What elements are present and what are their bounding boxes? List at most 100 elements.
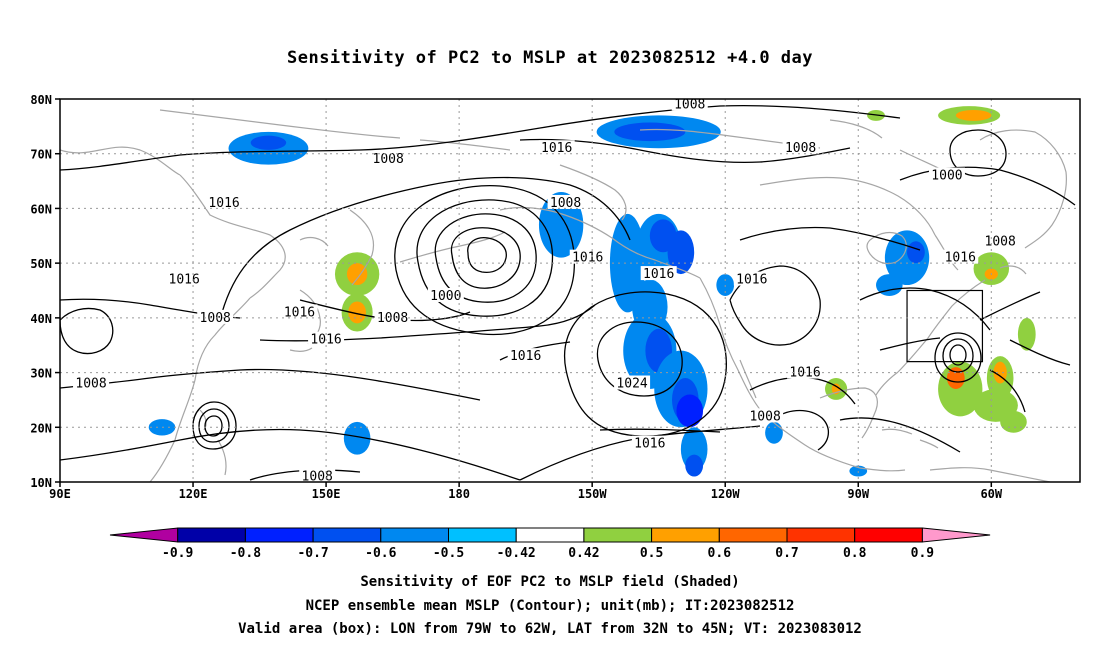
colorbar-tick-label: -0.8 xyxy=(230,546,261,561)
contour-label-bg xyxy=(671,99,708,111)
contour-label-bg xyxy=(942,249,979,264)
colorbar-tick-label: 0.6 xyxy=(708,546,732,561)
colorbar-tick-label: -0.5 xyxy=(433,546,464,561)
lon-tick-label: 90W xyxy=(847,487,869,501)
colorbar-tick-label: -0.7 xyxy=(297,546,328,561)
contour-label: 1008 xyxy=(550,196,581,211)
shade-blob xyxy=(343,421,371,455)
contour-label: 1016 xyxy=(572,251,603,266)
colorbar-bin xyxy=(177,527,246,543)
contour-label-bg xyxy=(374,309,411,324)
colorbar-tick-label: 0.8 xyxy=(843,546,867,561)
colorbar: -0.9 -0.8 -0.7 -0.6 -0.5 -0.42 0.42 0.5 0.6 0.7 0.… xyxy=(109,527,991,561)
lat-tick-label: 50N xyxy=(30,257,52,271)
contour-label-bg xyxy=(569,249,606,264)
contour-label: 1000 xyxy=(931,169,962,184)
shade-blob xyxy=(614,122,686,142)
contour-label-bg xyxy=(547,194,584,209)
lat-tick-label: 40N xyxy=(30,312,52,326)
colorbar-bin xyxy=(651,527,720,543)
map-frame xyxy=(59,98,1081,483)
contour-label: 1008 xyxy=(985,234,1016,249)
contour-label-bg xyxy=(206,194,243,209)
contour-label: 1008 xyxy=(377,311,408,326)
contour-label-bg xyxy=(507,348,544,363)
contour-label-bg xyxy=(782,140,819,155)
contour-label: 1008 xyxy=(75,377,106,392)
colorbar-tick-label: 0.5 xyxy=(640,546,663,561)
caption-line-2: NCEP ensemble mean MSLP (Contour); unit(… xyxy=(305,598,795,614)
contour-label: 1000 xyxy=(430,289,461,304)
shade-blob xyxy=(1000,410,1027,433)
contour-label: 1008 xyxy=(373,152,404,167)
shade-blob xyxy=(609,213,646,313)
contour-labels: 1008 1016 1008 1008 1000 1008 1016 1016 1016 1016… xyxy=(73,97,1019,482)
colorbar-bin xyxy=(448,527,517,543)
plot-area: 1008 1016 1008 1008 1000 1008 1016 1016 1016 1016… xyxy=(30,93,1081,501)
contour-label: 1008 xyxy=(785,141,816,156)
lat-tick-label: 20N xyxy=(30,421,52,435)
colorbar-tick-label: -0.42 xyxy=(497,546,536,561)
contour-label-bg xyxy=(427,287,464,302)
lat-tick-label: 70N xyxy=(30,148,52,162)
colorbar-bin xyxy=(244,527,314,543)
lon-tick-label: 180 xyxy=(448,487,470,501)
contour-label-bg xyxy=(308,331,345,346)
lon-tick-label: 90E xyxy=(49,487,71,501)
shade-blob xyxy=(685,454,704,477)
contour-label-bg xyxy=(787,364,824,379)
contour-label: 1008 xyxy=(749,409,780,424)
colorbar-tick-label: 0.42 xyxy=(568,546,599,561)
contour-label: 1008 xyxy=(200,311,231,326)
contour-label: 1016 xyxy=(634,437,665,452)
colorbar-bin xyxy=(583,527,653,543)
colorbar-bin xyxy=(718,527,788,543)
contour-label-bg xyxy=(614,375,651,390)
shade-blob xyxy=(765,421,783,444)
colorbar-bin xyxy=(854,527,923,543)
contour-label-bg xyxy=(733,271,770,286)
gridlines xyxy=(60,99,1080,482)
contour-label: 1016 xyxy=(736,273,767,288)
colorbar-bin xyxy=(786,527,856,543)
contour-label-bg xyxy=(166,271,203,286)
contour-label: 1016 xyxy=(169,273,200,288)
colorbar-tick-label: 0.9 xyxy=(911,546,934,561)
contour-label: 1016 xyxy=(643,267,674,282)
caption-line-3: Valid area (box): LON from 79W to 62W, L… xyxy=(238,621,862,637)
lat-tick-label: 60N xyxy=(30,202,52,216)
shade-blob xyxy=(907,241,925,264)
contour-label-bg xyxy=(631,435,668,450)
colorbar-arrow-low xyxy=(109,527,179,543)
colorbar-bin xyxy=(515,527,585,543)
shade-blob xyxy=(676,394,704,428)
contour-label: 1008 xyxy=(674,97,705,112)
contour-label: 1016 xyxy=(945,251,976,266)
contour-label-bg xyxy=(640,266,677,281)
coastlines xyxy=(60,109,1067,482)
caption-line-1: Sensitivity of EOF PC2 to MSLP field (Sh… xyxy=(360,574,740,590)
lon-tick-label: 150E xyxy=(312,487,341,501)
contour-label-bg xyxy=(538,140,575,155)
contour-label: 1024 xyxy=(616,377,647,392)
contour-label: 1016 xyxy=(510,349,541,364)
contour-label: 1016 xyxy=(284,305,315,320)
lon-tick-label: 120E xyxy=(179,487,208,501)
lon-tick-label: 150W xyxy=(578,487,608,501)
colorbar-bin xyxy=(380,527,449,543)
lon-tick-label: 60W xyxy=(980,487,1002,501)
page-title: Sensitivity of PC2 to MSLP at 2023082512… xyxy=(286,48,813,68)
contour-label-bg xyxy=(928,167,965,182)
contour-label-bg xyxy=(747,408,784,423)
mslp-contours xyxy=(60,104,1076,481)
shade-blob xyxy=(955,109,992,121)
colorbar-tick-label: -0.9 xyxy=(162,546,193,561)
lat-tick-label: 30N xyxy=(30,367,52,381)
colorbar-tick-label: -0.6 xyxy=(365,546,396,561)
contour-label-bg xyxy=(281,304,318,319)
contour-label: 1016 xyxy=(208,196,239,211)
lat-tick-label: 10N xyxy=(30,476,52,490)
shade-blob xyxy=(346,263,368,286)
contour-label-bg xyxy=(197,309,234,324)
